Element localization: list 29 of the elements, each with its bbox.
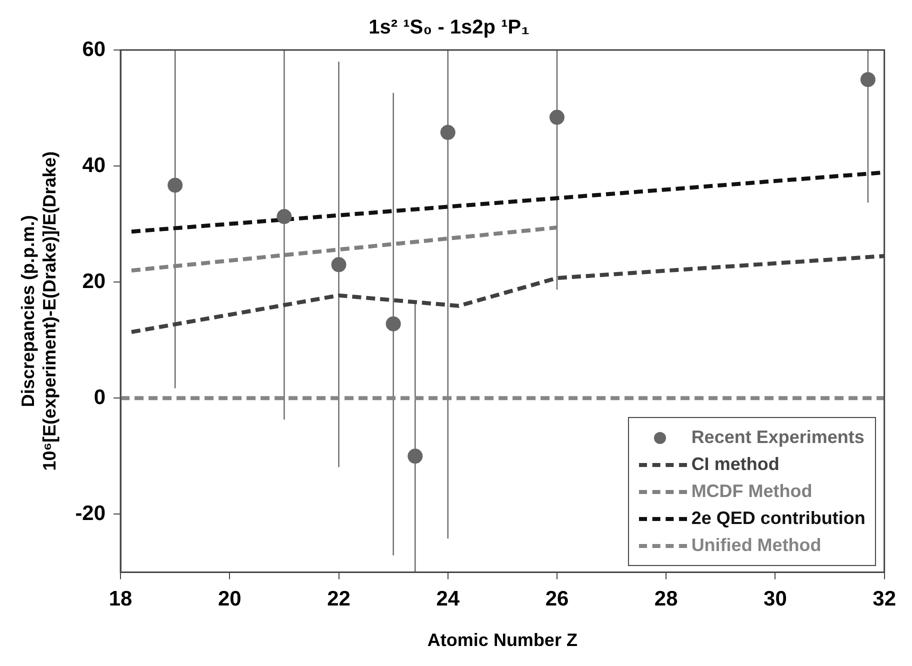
point [860, 72, 876, 88]
y-tick-label: 0 [94, 386, 106, 409]
chart-title: 1s² ¹S₀ - 1s2p ¹P₁ [368, 16, 530, 39]
x-tick-label: 32 [872, 588, 896, 611]
x-tick-label: 20 [218, 588, 242, 611]
x-tick-label: 18 [108, 588, 133, 611]
point [331, 257, 346, 272]
legend-label: Unified Method [691, 535, 822, 556]
legend-label: CI method [691, 454, 780, 476]
y-tick-label: -20 [75, 502, 106, 525]
x-axis-title: Atomic Number Z [427, 630, 578, 650]
legend-label: MCDF Method [691, 481, 812, 502]
legend-label: Recent Experiments [691, 427, 864, 448]
x-tick-label: 28 [654, 588, 678, 611]
x-tick-label: 24 [436, 588, 460, 611]
legend-label: 2e QED contribution [691, 508, 866, 530]
x-tick-label: 26 [545, 588, 569, 611]
x-tick-label: 22 [327, 588, 350, 611]
y-tick-label: 40 [82, 154, 106, 177]
point [549, 110, 564, 125]
point [408, 448, 423, 464]
y-tick-label: 60 [82, 38, 106, 61]
point [440, 124, 456, 140]
y-tick-label: 20 [82, 270, 106, 293]
point [168, 178, 183, 193]
x-tick-label: 30 [764, 588, 787, 611]
point [276, 209, 292, 224]
point [386, 316, 401, 332]
y-axis-title: Discrepancies (p.p.m.) 10⁶[E(experiment)-E(Drake)]/E(Drake) [18, 151, 60, 471]
